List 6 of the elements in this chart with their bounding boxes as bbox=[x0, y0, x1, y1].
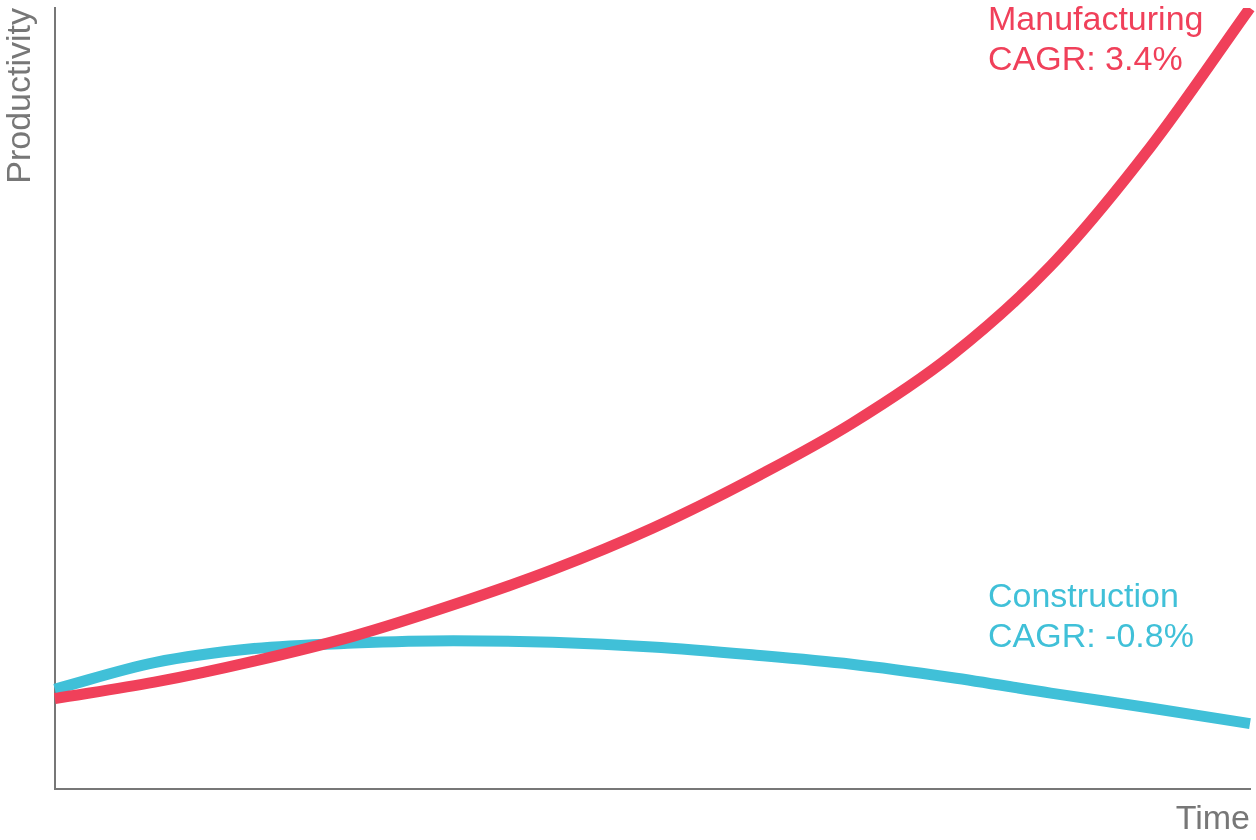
y-axis-title: Productivity bbox=[0, 8, 37, 184]
annotation: CAGR: -0.8% bbox=[988, 616, 1194, 655]
x-axis-title: Time bbox=[1175, 797, 1250, 836]
text: Construction bbox=[988, 576, 1179, 615]
annotation: CAGR: 3.4% bbox=[988, 39, 1183, 78]
series-label: Manufacturing bbox=[988, 0, 1204, 38]
